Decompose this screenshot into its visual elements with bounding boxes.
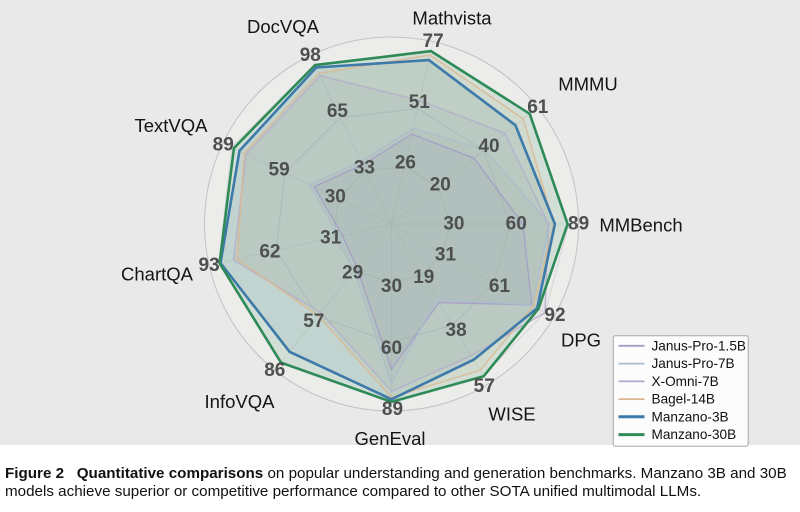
svg-text:DocVQA: DocVQA xyxy=(247,16,320,37)
svg-text:31: 31 xyxy=(320,227,342,248)
svg-text:61: 61 xyxy=(527,97,549,118)
svg-text:31: 31 xyxy=(435,245,457,266)
svg-text:20: 20 xyxy=(430,175,451,196)
svg-text:30: 30 xyxy=(443,214,464,235)
svg-text:MMBench: MMBench xyxy=(599,215,682,236)
svg-text:Bagel-14B: Bagel-14B xyxy=(652,392,715,407)
svg-text:19: 19 xyxy=(413,267,434,288)
svg-text:92: 92 xyxy=(544,305,565,326)
svg-text:57: 57 xyxy=(303,311,324,332)
svg-text:Manzano-30B: Manzano-30B xyxy=(652,427,737,442)
svg-text:57: 57 xyxy=(474,376,495,397)
svg-text:51: 51 xyxy=(409,92,431,113)
svg-text:26: 26 xyxy=(395,153,416,174)
svg-text:60: 60 xyxy=(381,338,402,359)
svg-text:30: 30 xyxy=(381,276,402,297)
svg-text:29: 29 xyxy=(342,262,363,283)
svg-text:WISE: WISE xyxy=(488,404,535,425)
svg-text:62: 62 xyxy=(259,241,280,262)
svg-text:89: 89 xyxy=(568,214,589,235)
svg-text:Manzano-3B: Manzano-3B xyxy=(652,409,729,424)
svg-text:Janus-Pro-1.5B: Janus-Pro-1.5B xyxy=(652,338,746,353)
svg-text:65: 65 xyxy=(327,101,349,122)
svg-text:GenEval: GenEval xyxy=(355,428,426,449)
svg-text:DPG: DPG xyxy=(561,330,601,351)
svg-text:33: 33 xyxy=(354,157,375,178)
svg-text:ChartQA: ChartQA xyxy=(121,264,194,285)
svg-text:InfoVQA: InfoVQA xyxy=(205,391,276,412)
svg-text:61: 61 xyxy=(489,276,511,297)
svg-text:TextVQA: TextVQA xyxy=(135,115,209,136)
svg-text:77: 77 xyxy=(423,31,444,52)
svg-text:Janus-Pro-7B: Janus-Pro-7B xyxy=(652,356,735,371)
svg-text:98: 98 xyxy=(300,45,321,66)
svg-text:89: 89 xyxy=(382,399,403,420)
svg-text:Mathvista: Mathvista xyxy=(412,8,492,29)
svg-text:MMMU: MMMU xyxy=(558,74,618,95)
svg-text:40: 40 xyxy=(478,136,499,157)
svg-text:59: 59 xyxy=(269,159,290,180)
svg-text:38: 38 xyxy=(446,320,467,341)
svg-text:93: 93 xyxy=(199,255,220,276)
svg-text:X-Omni-7B: X-Omni-7B xyxy=(652,374,719,389)
svg-text:30: 30 xyxy=(325,186,346,207)
svg-text:60: 60 xyxy=(506,214,527,235)
svg-text:86: 86 xyxy=(264,360,285,381)
svg-text:89: 89 xyxy=(213,135,234,156)
